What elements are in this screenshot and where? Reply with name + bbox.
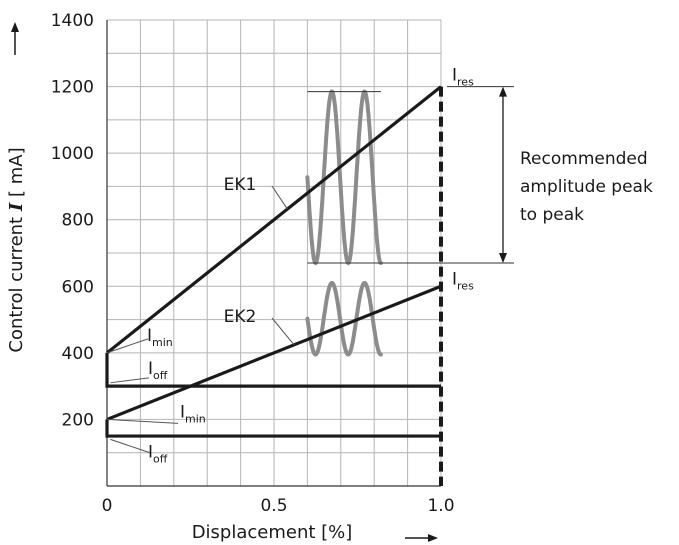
series-line: [106, 284, 442, 421]
series-label: EK2: [224, 307, 257, 327]
y-axis-label-suffix: [ mA]: [6, 147, 27, 202]
series-label: EK1: [224, 175, 257, 195]
amplitude-arrow-down-icon: [499, 252, 507, 263]
y-axis-label: Control current I [ mA]: [6, 147, 27, 352]
current-label-leader: [110, 377, 150, 384]
note-line-3: to peak: [520, 205, 584, 225]
current-label: Imin: [147, 326, 173, 349]
x-axis-label: Displacement [%]: [192, 522, 353, 543]
axes: [11, 20, 441, 542]
current-label-leader: [106, 338, 149, 354]
amplitude-arrow-up-icon: [499, 86, 507, 97]
current-label: Ires: [452, 66, 474, 89]
series-lines: [106, 85, 442, 421]
y-axis-label-symbol: I: [6, 202, 27, 212]
current-label-leader: [110, 438, 151, 454]
note-line-1: Recommended: [520, 149, 648, 169]
oscillation-curve: [305, 89, 383, 266]
oscillation-curve: [305, 281, 383, 357]
current-label: Imin: [180, 402, 206, 425]
series-label-leader: [271, 185, 288, 210]
y-tick-label: 1200: [51, 78, 94, 98]
off-level-rectangle: [105, 419, 441, 438]
y-axis-label-prefix: Control current: [6, 211, 27, 352]
series-line: [106, 85, 442, 355]
x-tick-label: 0: [102, 496, 113, 516]
off-level-rectangle: [105, 352, 441, 388]
tick-labels: 200 400 600 800 1000 1200 1400 0 0.5 1.0: [51, 11, 455, 516]
y-tick-label: 600: [62, 277, 94, 297]
y-tick-label: 1000: [51, 144, 94, 164]
current-label: Ioff: [148, 359, 168, 382]
annotations: EK1 EK2 Ires Ires Imin Ioff Imin Ioff: [106, 66, 514, 466]
note-line-2: amplitude peak: [520, 177, 653, 197]
off-level-rectangles: [105, 352, 441, 438]
x-tick-label: 0.5: [260, 496, 287, 516]
series-label-leader: [271, 317, 295, 346]
y-tick-label: 400: [62, 344, 94, 364]
oscillations: [305, 89, 383, 357]
y-tick-label: 200: [62, 410, 94, 430]
x-tick-label: 1.0: [427, 496, 454, 516]
y-tick-label: 1400: [51, 11, 94, 31]
grid: [106, 19, 442, 487]
y-tick-label: 800: [62, 211, 94, 231]
y-axis-arrow-icon: [11, 22, 19, 32]
current-label: Ioff: [148, 443, 168, 466]
current-label-leader: [106, 418, 179, 424]
x-axis-arrow-icon: [428, 534, 438, 542]
current-label: Ires: [452, 269, 474, 292]
